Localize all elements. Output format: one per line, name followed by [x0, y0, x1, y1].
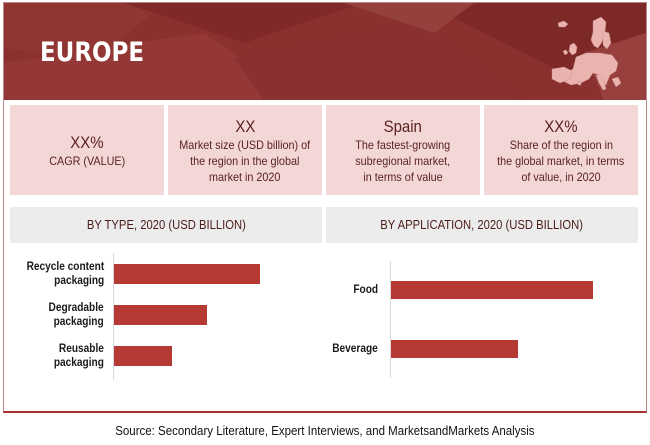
- bar-food: [391, 281, 593, 299]
- category-label: Recycle content packaging: [26, 260, 104, 288]
- category-label: Food: [353, 283, 378, 297]
- kpi-cagr: XX% CAGR (VALUE): [10, 105, 164, 195]
- kpi-description-line: the global market, in terms: [497, 153, 625, 168]
- kpi-description-line: of value, in 2020: [521, 169, 601, 184]
- category-label-line: packaging: [53, 316, 104, 328]
- kpi-market-size: XX Market size (USD billion) of the regi…: [168, 105, 322, 195]
- bar-reusable-packaging: [114, 346, 172, 366]
- kpi-description-line: in terms of value: [363, 169, 443, 184]
- bar-degradable-packaging: [114, 305, 207, 325]
- category-label-line: Degradable: [48, 302, 104, 314]
- region-title: EUROPE: [40, 37, 144, 68]
- europe-map-icon: [551, 16, 622, 91]
- kpi-description: CAGR (VALUE): [48, 153, 126, 168]
- kpi-description-line: market in 2020: [209, 169, 281, 184]
- kpi-value: XX%: [70, 132, 104, 152]
- chart-title-by-type: BY TYPE, 2020 (USD BILLION): [10, 207, 322, 243]
- bar-recycle-content-packaging: [114, 264, 260, 284]
- kpi-description-line: Market size (USD billion) of: [179, 137, 311, 152]
- y-axis-line: [390, 261, 391, 378]
- kpi-description-line: The fastest-growing: [355, 137, 451, 152]
- category-label-line: Recycle content: [26, 261, 104, 273]
- chart-title-by-application: BY APPLICATION, 2020 (USD BILLION): [326, 207, 638, 243]
- category-label: Degradable packaging: [49, 301, 104, 329]
- kpi-value: Spain: [383, 116, 423, 136]
- category-label-line: packaging: [53, 275, 104, 287]
- category-label: Beverage: [332, 342, 378, 356]
- chart-title-text: BY APPLICATION, 2020 (USD BILLION): [380, 218, 584, 232]
- category-label-line: Beverage: [332, 343, 378, 355]
- region-banner: EUROPE: [4, 3, 646, 100]
- chart-title-text: BY TYPE, 2020 (USD BILLION): [86, 218, 246, 232]
- category-label-line: Reusable: [58, 343, 104, 355]
- source-text: Source: Secondary Literature, Expert Int…: [115, 424, 535, 438]
- kpi-region-share: XX% Share of the region in the global ma…: [484, 105, 638, 195]
- source-note: Source: Secondary Literature, Expert Int…: [0, 424, 650, 438]
- kpi-description-line: subregional market,: [355, 153, 451, 168]
- kpi-value: XX: [235, 116, 255, 136]
- category-label-line: packaging: [53, 357, 104, 369]
- bar-beverage: [391, 340, 519, 358]
- category-label-line: Food: [353, 284, 378, 296]
- kpi-description-line: the region in the global: [190, 153, 300, 168]
- y-axis-line: [113, 253, 114, 380]
- kpi-description-line: Share of the region in: [509, 137, 613, 152]
- kpi-value: XX%: [544, 116, 578, 136]
- category-label: Reusable packaging: [54, 342, 104, 370]
- kpi-fastest-growing: Spain The fastest-growing subregional ma…: [326, 105, 480, 195]
